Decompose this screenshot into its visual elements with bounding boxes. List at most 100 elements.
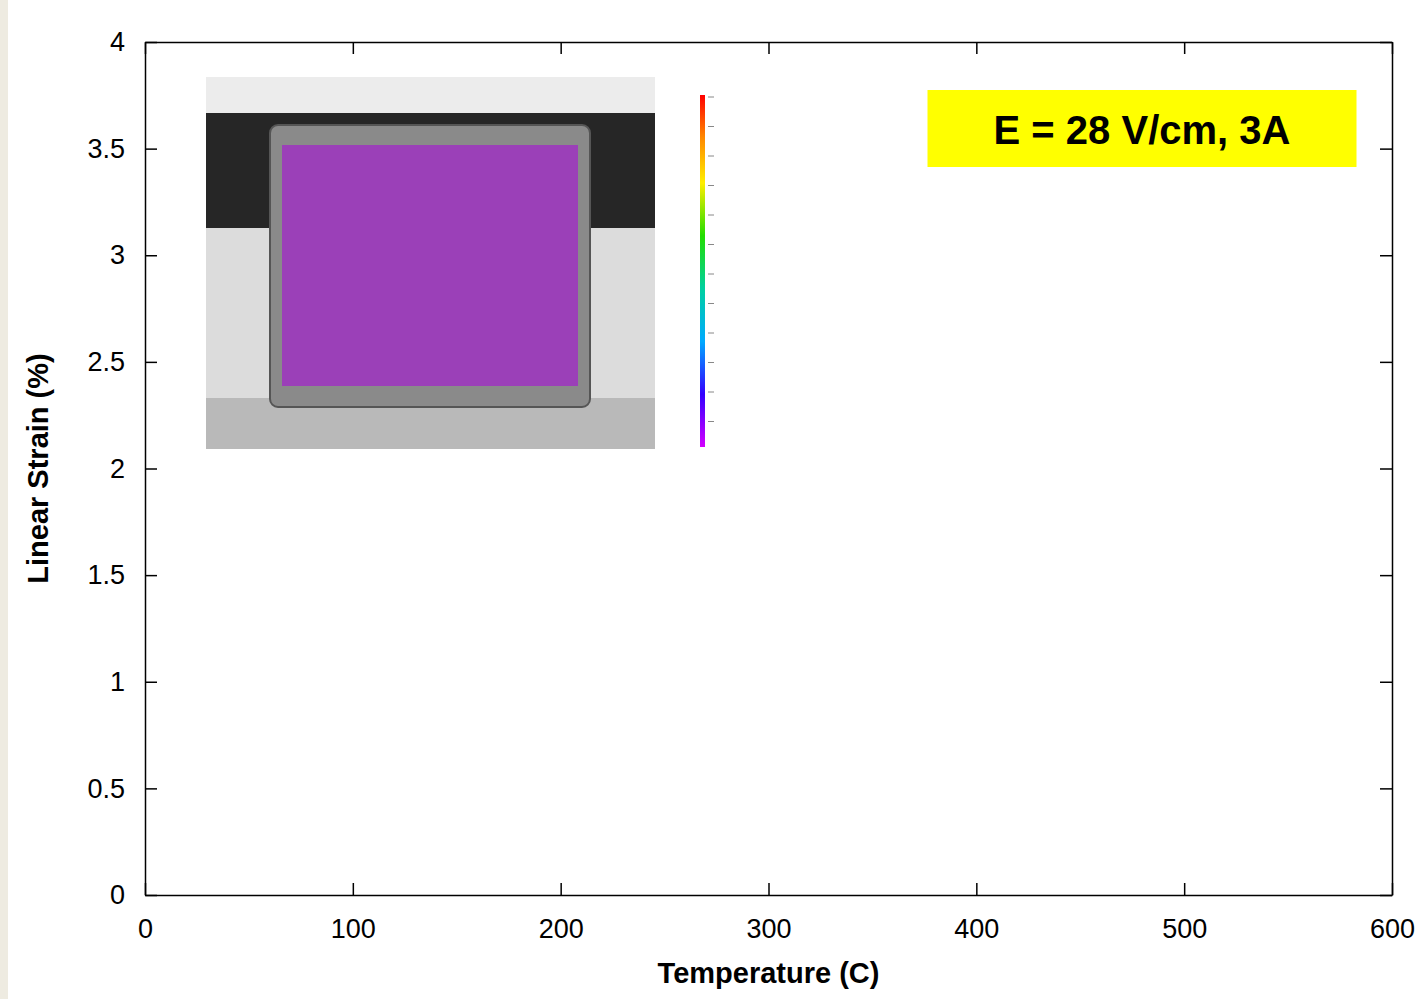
tick <box>561 42 562 54</box>
annotation-text: E = 28 V/cm, 3A <box>994 108 1291 152</box>
color-scale-ticks <box>708 97 714 422</box>
tick <box>1380 255 1392 256</box>
x-axis: 0 100 200 300 400 500 600 <box>138 883 1415 944</box>
tick <box>1380 895 1392 896</box>
color-scale-tick <box>708 215 714 216</box>
tick-label: 4 <box>110 27 125 57</box>
tick <box>769 42 770 54</box>
tick-mark <box>145 148 157 150</box>
tick: 2 <box>110 454 157 484</box>
tick <box>1380 469 1392 470</box>
color-scale-tick <box>708 274 714 275</box>
y-axis: 0 0.5 1 1.5 2 2.5 3 3.5 4 <box>87 27 157 910</box>
tick-mark <box>145 42 157 44</box>
tick-mark <box>768 883 770 895</box>
tick <box>1380 575 1392 576</box>
tick-mark <box>560 883 562 895</box>
tick-label: 3 <box>110 240 125 270</box>
tick-label: 300 <box>746 914 791 944</box>
tick: 300 <box>746 883 791 944</box>
tick-label: 100 <box>331 914 376 944</box>
photo-band <box>206 77 655 113</box>
inset-image <box>206 77 655 449</box>
tick-mark <box>1380 362 1392 364</box>
tick: 0 <box>110 880 157 910</box>
tick-mark <box>1380 682 1392 684</box>
tick-mark <box>145 788 157 790</box>
tick-label: 3.5 <box>87 134 125 164</box>
tick-mark <box>1380 788 1392 790</box>
tick: 1 <box>110 667 157 697</box>
tick: 3.5 <box>87 134 157 164</box>
tick-mark <box>1380 148 1392 150</box>
color-scale-tick <box>708 421 714 422</box>
tick-mark <box>976 883 978 895</box>
color-scale-tick <box>708 156 714 157</box>
tick: 100 <box>331 883 376 944</box>
x-axis-title: Temperature (C) <box>658 957 880 989</box>
tick-mark <box>145 468 157 470</box>
tick-mark <box>768 42 770 54</box>
tick-mark <box>353 883 355 895</box>
tick-label: 500 <box>1162 914 1207 944</box>
tick: 4 <box>110 27 157 57</box>
tick-label: 1 <box>110 667 125 697</box>
color-scale-tick <box>708 392 714 393</box>
tick: 400 <box>954 883 999 944</box>
tick <box>976 42 977 54</box>
tick: 200 <box>539 883 584 944</box>
tick-label: 0 <box>138 914 153 944</box>
tick <box>1380 149 1392 150</box>
annotation: E = 28 V/cm, 3A <box>928 90 1357 167</box>
y-axis-title: Linear Strain (%) <box>22 353 54 583</box>
color-scale-tick <box>708 303 714 304</box>
tick-mark <box>145 575 157 577</box>
tick-label: 1.5 <box>87 560 125 590</box>
strain-field <box>282 145 578 386</box>
tick: 1.5 <box>87 560 157 590</box>
tick-label: 200 <box>539 914 584 944</box>
tick-mark <box>560 42 562 54</box>
tick: 0.5 <box>87 774 157 804</box>
tick <box>1380 362 1392 363</box>
tick-mark <box>145 682 157 684</box>
tick <box>1380 42 1392 43</box>
tick-mark <box>145 362 157 364</box>
tick-mark <box>1380 575 1392 577</box>
tick <box>353 42 354 54</box>
y-axis-right <box>1380 43 1393 896</box>
tick <box>1380 788 1392 789</box>
color-scale-tick <box>708 333 714 334</box>
tick-mark <box>353 42 355 54</box>
color-scale <box>700 95 705 447</box>
tick-mark <box>1380 255 1392 257</box>
tick: 3 <box>110 240 157 270</box>
photo-bg <box>206 77 655 449</box>
tick-mark <box>145 255 157 257</box>
tick: 500 <box>1162 883 1207 944</box>
tick <box>1380 682 1392 683</box>
tick-label: 0 <box>110 880 125 910</box>
tick-label: 0.5 <box>87 774 125 804</box>
color-scale-tick <box>708 362 714 363</box>
x-axis-top <box>146 42 1393 54</box>
tick-label: 600 <box>1370 914 1415 944</box>
tick-label: 2 <box>110 454 125 484</box>
tick-mark <box>1380 42 1392 44</box>
color-scale-tick <box>708 97 714 98</box>
tick-label: 2.5 <box>87 347 125 377</box>
tick-mark <box>1184 883 1186 895</box>
color-scale-tick <box>708 244 714 245</box>
tick-mark <box>1184 42 1186 54</box>
color-scale-tick <box>708 185 714 186</box>
chart: 0 100 200 300 400 500 600 0 0.5 1 1.5 2 2.5 3 3.5 4 Temp… <box>0 0 1425 999</box>
tick-mark <box>145 895 157 897</box>
sample <box>270 125 590 407</box>
annotation-box <box>928 90 1357 167</box>
tick-mark <box>976 42 978 54</box>
tick <box>1184 42 1185 54</box>
page-edge <box>0 0 8 999</box>
color-scale-tick <box>708 126 714 127</box>
tick-label: 400 <box>954 914 999 944</box>
tick: 2.5 <box>87 347 157 377</box>
